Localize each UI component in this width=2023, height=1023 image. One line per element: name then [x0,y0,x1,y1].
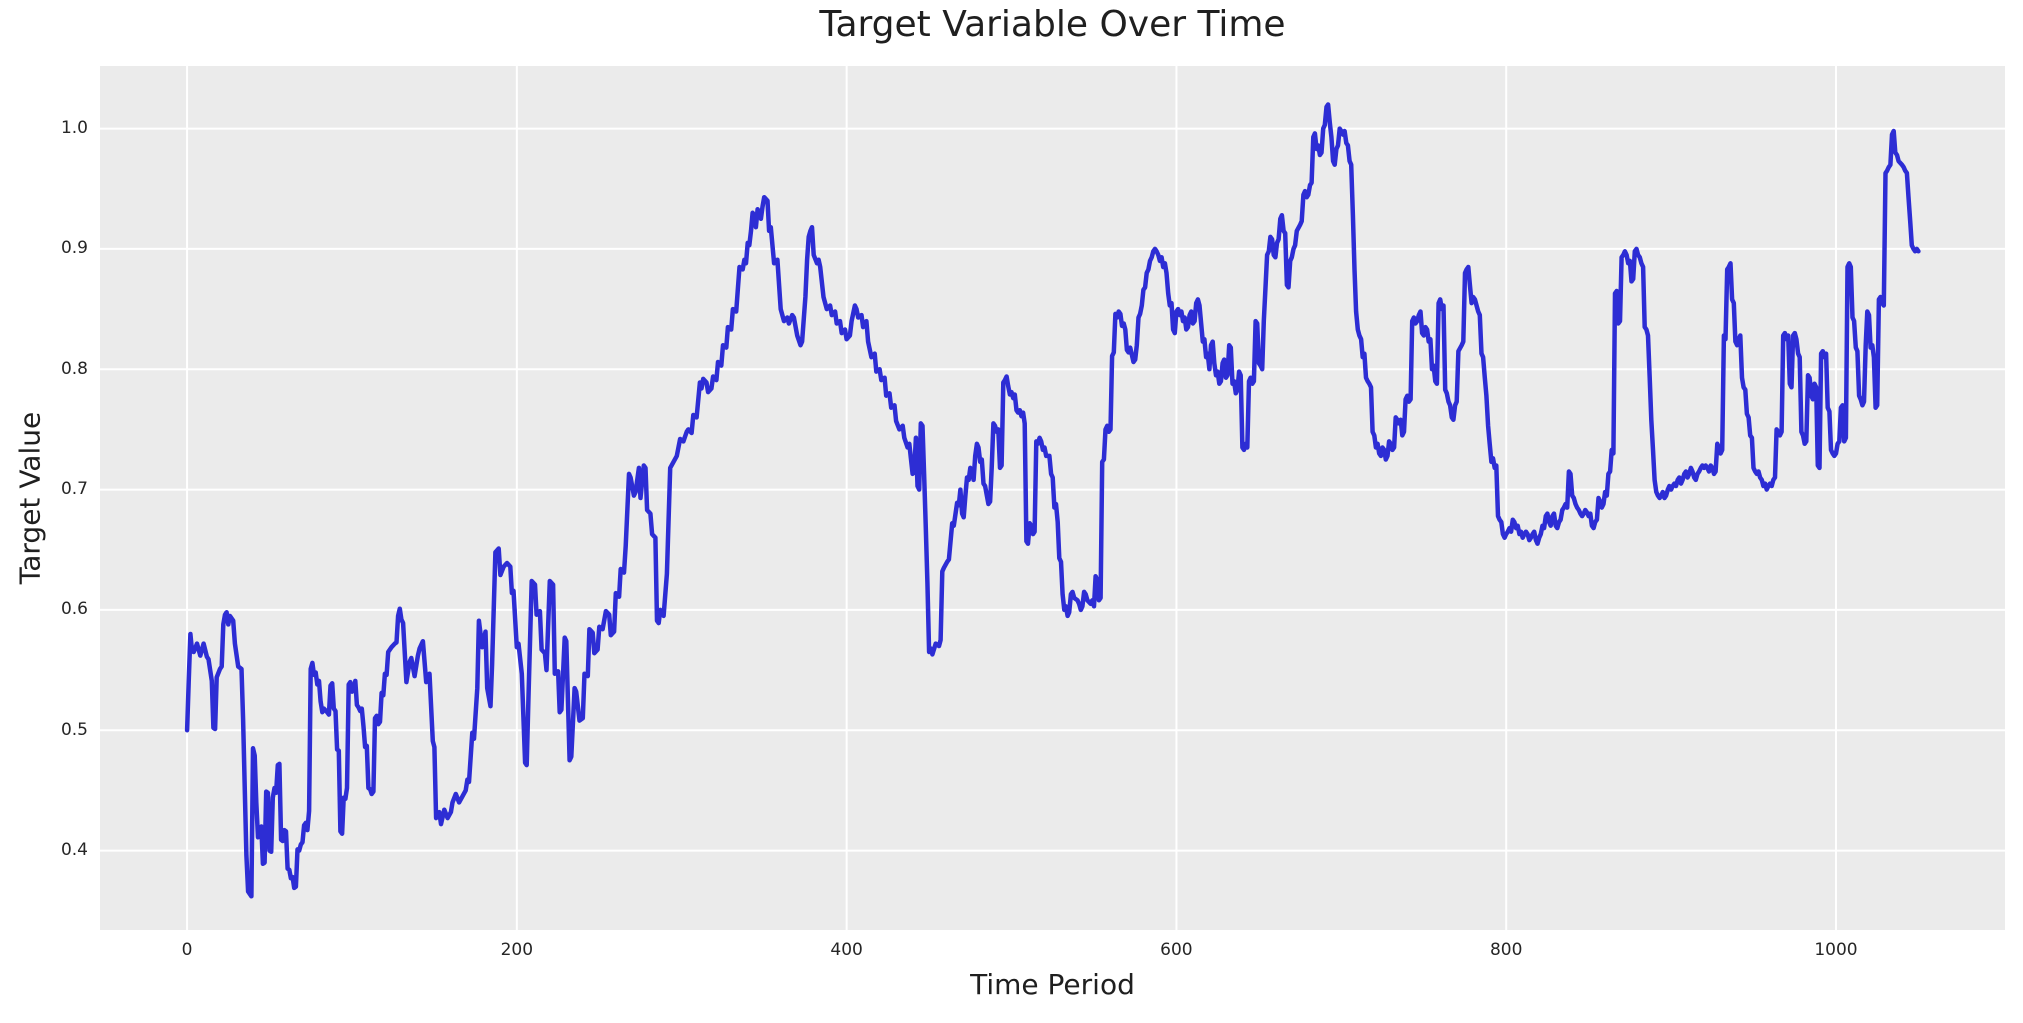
y-tick-label: 1.0 [60,118,88,139]
y-tick-label: 0.9 [60,238,88,259]
y-tick-label: 0.8 [60,358,88,379]
x-tick-label: 800 [1489,940,1523,960]
x-tick-label: 0 [181,940,193,960]
y-axis-label: Target Value [13,411,47,585]
gridlines [100,66,2005,930]
x-tick-label: 200 [500,940,534,960]
plot-area [100,66,2005,930]
x-axis-label: Time Period [970,968,1135,1001]
x-tick-label: 400 [830,940,863,960]
y-tick-label: 0.6 [60,599,88,620]
y-tick-label: 0.7 [60,479,88,500]
chart-title: Target Variable Over Time [819,4,1286,45]
x-tick-label: 1000 [1814,940,1858,960]
series-line [184,102,1921,899]
line-chart-canvas [100,66,2005,930]
x-tick-label: 600 [1160,940,1193,960]
y-tick-label: 0.4 [60,840,88,861]
line-series [184,102,1921,899]
y-tick-label: 0.5 [60,719,88,740]
